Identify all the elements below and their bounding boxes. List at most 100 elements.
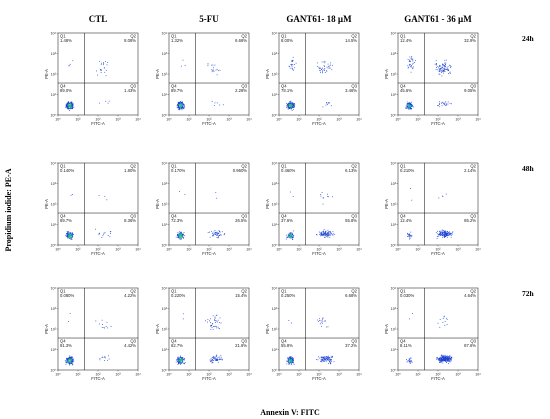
quadrant-name: Q2	[130, 164, 136, 169]
event-dot	[212, 356, 214, 358]
event-dot	[322, 317, 324, 319]
event-dot	[182, 103, 184, 105]
event-dot	[445, 360, 446, 362]
event-dot	[213, 357, 215, 359]
event-dot	[67, 107, 69, 108]
event-dot	[321, 232, 323, 234]
event-dot	[327, 233, 329, 235]
quadrant-percent: 6.13%	[345, 168, 357, 173]
event-dot	[447, 358, 448, 360]
event-dot	[412, 58, 414, 60]
event-dot	[215, 325, 217, 327]
column-title: CTL	[89, 14, 108, 24]
event-dot	[182, 234, 183, 236]
quadrant-name: Q3	[351, 214, 357, 219]
event-dot	[293, 104, 294, 105]
event-dot	[321, 319, 323, 321]
event-dot	[178, 101, 179, 103]
event-dot	[450, 233, 452, 234]
event-dot	[318, 356, 319, 358]
event-dot-dense	[290, 103, 292, 105]
event-dot	[68, 108, 70, 109]
event-dot-dense	[70, 235, 71, 237]
event-dot	[181, 357, 183, 358]
event-dot	[326, 232, 328, 233]
event-dot	[327, 356, 329, 358]
event-dot-dense	[70, 234, 72, 235]
event-dot	[289, 232, 291, 233]
event-dot	[321, 361, 323, 363]
x-tick-label: 10⁴	[475, 248, 481, 252]
x-tick-label: 10⁴	[475, 373, 481, 377]
event-dot	[332, 356, 333, 357]
event-dot	[447, 360, 448, 362]
event-dot	[440, 359, 442, 360]
event-dot	[287, 358, 289, 360]
event-dot	[407, 106, 408, 108]
event-dot	[181, 101, 183, 103]
event-dot	[295, 62, 297, 64]
quadrant-percent: 6.66%	[235, 38, 247, 43]
event-dot	[320, 233, 322, 234]
event-dot	[447, 66, 449, 68]
event-dot	[448, 232, 450, 233]
event-dot	[412, 59, 413, 61]
event-dot	[67, 237, 69, 239]
event-dot	[107, 235, 109, 236]
event-dot	[287, 362, 289, 364]
x-tick-label: 10³	[336, 248, 342, 252]
event-dot	[177, 104, 178, 105]
quadrant-percent: 55.8%	[281, 343, 293, 348]
event-dot	[448, 70, 449, 71]
event-dot	[408, 66, 409, 68]
y-tick-label: 10⁰	[272, 368, 278, 372]
event-dot	[66, 106, 68, 108]
event-dot	[69, 362, 70, 364]
event-dot	[71, 360, 73, 362]
event-dot	[323, 356, 325, 358]
event-dot-dense	[69, 106, 71, 108]
event-dot	[179, 103, 180, 105]
event-dot	[215, 358, 216, 360]
event-dot	[437, 358, 439, 359]
event-dot	[66, 102, 68, 104]
event-dot	[180, 238, 182, 240]
event-dot	[444, 234, 445, 235]
event-dot	[442, 231, 443, 233]
x-tick-label: 10¹	[296, 248, 302, 252]
event-dot	[216, 197, 218, 199]
quadrant-percent: 62.7%	[171, 343, 183, 348]
quadrant-percent: 0.960%	[233, 168, 247, 173]
y-axis-title: Propidium iodide: PE-A	[4, 168, 13, 251]
event-dot	[177, 104, 179, 105]
event-dot	[180, 357, 182, 358]
event-dot	[325, 359, 326, 360]
event-dot	[220, 355, 222, 357]
quadrant-percent: 55.8%	[345, 218, 357, 223]
event-dot	[292, 105, 294, 107]
event-dot	[329, 357, 331, 359]
y-tick-label: 10¹	[272, 223, 278, 227]
event-dot	[212, 315, 214, 317]
event-dot	[411, 106, 413, 107]
event-dot	[213, 326, 214, 327]
event-dot	[328, 363, 329, 364]
dot-plot-panel: Q10.030%Q24.64%Q387.6%Q48.11%10⁰10⁰10¹10…	[384, 286, 481, 381]
event-dot	[410, 71, 412, 73]
event-dot	[439, 104, 440, 105]
event-dot	[218, 230, 220, 231]
quadrant-name: Q2	[351, 34, 357, 39]
event-dot	[212, 64, 214, 66]
event-dot	[182, 318, 184, 320]
event-dot	[288, 362, 290, 364]
event-dot	[102, 324, 103, 325]
event-dot	[450, 66, 452, 67]
event-dot	[447, 359, 449, 361]
event-dot	[439, 103, 440, 104]
event-dot	[180, 65, 182, 67]
event-dot	[215, 360, 216, 361]
x-tick-label: 10²	[206, 373, 212, 377]
y-tick-label: 10⁴	[50, 161, 56, 165]
y-tick-label: 10⁴	[271, 31, 277, 35]
event-dot	[213, 359, 214, 361]
